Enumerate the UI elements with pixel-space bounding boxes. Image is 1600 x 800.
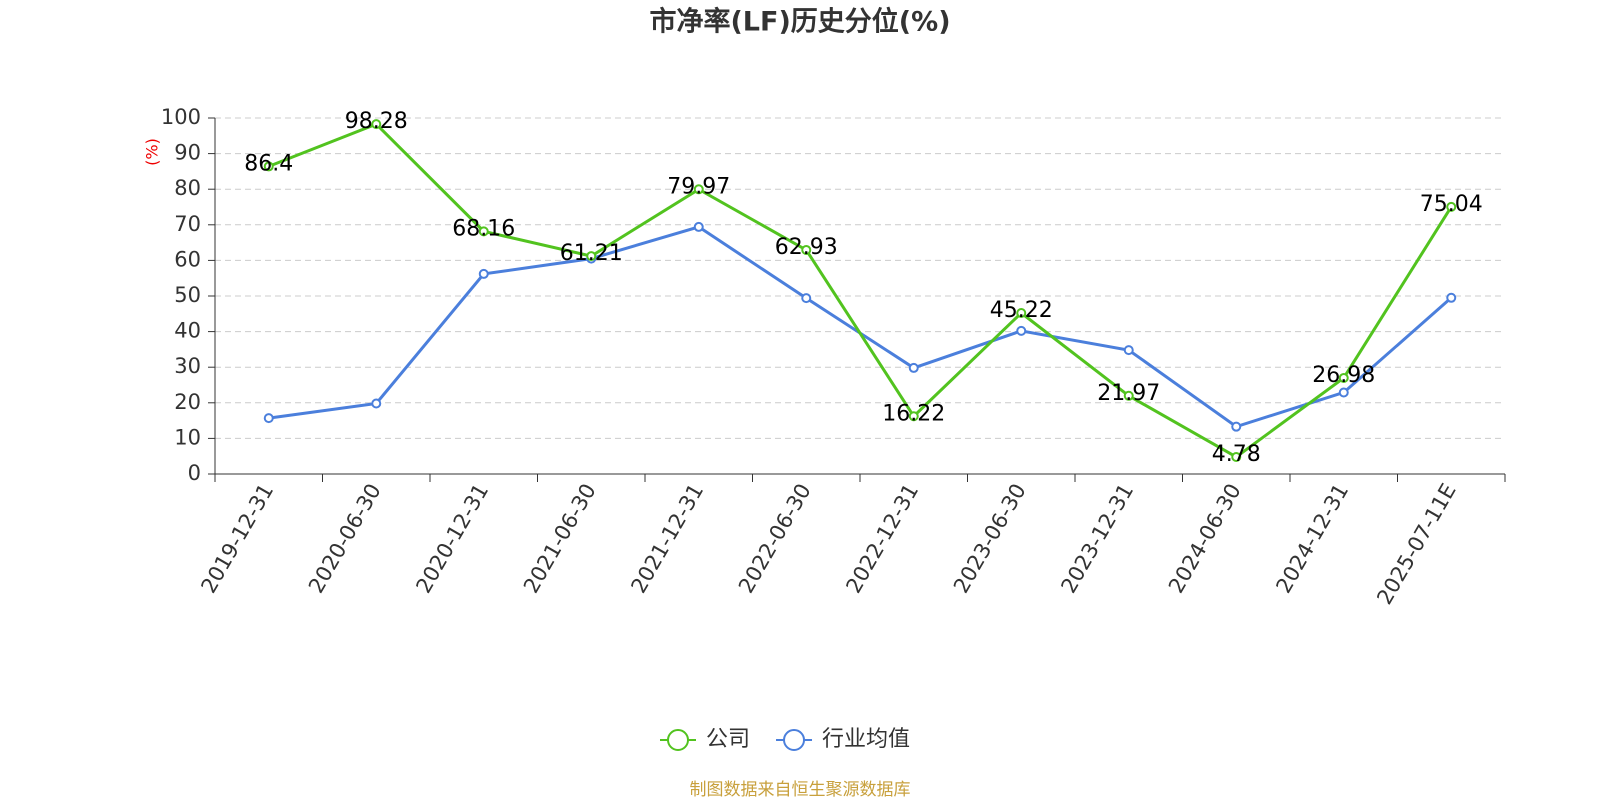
x-tick-label: 2019-12-31	[196, 480, 278, 598]
x-tick-label: 2023-06-30	[949, 480, 1031, 598]
data-point	[478, 268, 489, 279]
data-point	[1016, 325, 1027, 336]
series-line	[268, 225, 1453, 429]
x-tick-label: 2022-06-30	[734, 480, 816, 598]
legend-label[interactable]: 公司	[706, 727, 750, 752]
data-label: 45.22	[990, 298, 1053, 323]
data-label: 21.97	[1097, 381, 1160, 406]
data-label: 79.97	[667, 174, 730, 199]
data-label: 4.78	[1212, 442, 1261, 467]
y-tick-label: 30	[174, 354, 201, 378]
data-point	[801, 244, 812, 255]
legend-label[interactable]: 行业均值	[822, 727, 910, 752]
data-point	[801, 293, 812, 304]
data-label: 86.4	[244, 151, 293, 176]
data-point	[1231, 421, 1242, 432]
data-point	[478, 226, 489, 237]
x-tick-label: 2021-06-30	[519, 480, 601, 598]
data-point	[908, 362, 919, 373]
data-point	[693, 184, 704, 195]
x-tick-label: 2023-12-31	[1056, 480, 1138, 598]
legend-symbol[interactable]	[667, 729, 689, 751]
x-tick-label: 2022-12-31	[841, 480, 923, 598]
data-point	[371, 398, 382, 409]
y-tick-label: 100	[161, 105, 201, 129]
data-label: 75.04	[1420, 192, 1483, 217]
data-point	[1123, 390, 1134, 401]
chart-title: 市净率(LF)历史分位(%)	[649, 6, 950, 38]
data-point	[1446, 201, 1457, 212]
y-tick-label: 10	[174, 425, 201, 449]
x-tick-label: 2024-06-30	[1164, 480, 1246, 598]
legend-symbol[interactable]	[783, 729, 806, 751]
data-label: 16.22	[882, 401, 945, 426]
y-tick-label: 80	[174, 176, 201, 200]
y-axis-label: (%)	[143, 138, 162, 166]
data-label: 26.98	[1312, 363, 1375, 388]
y-tick-label: 50	[174, 283, 201, 307]
series-line	[268, 122, 1453, 459]
data-point	[1338, 372, 1349, 383]
y-tick-label: 70	[174, 212, 201, 236]
data-label: 62.93	[775, 235, 838, 260]
x-tick-label: 2025-07-11E	[1372, 480, 1460, 609]
data-point	[908, 411, 919, 422]
x-tick-label: 2020-06-30	[304, 480, 386, 598]
data-label: 61.21	[560, 241, 623, 266]
y-tick-label: 90	[174, 141, 201, 165]
x-tick-label: 2024-12-31	[1271, 480, 1353, 598]
x-tick-label: 2021-12-31	[626, 480, 708, 598]
data-point	[693, 221, 704, 232]
data-point	[1446, 292, 1457, 303]
y-tick-label: 0	[188, 461, 201, 485]
data-point	[371, 119, 382, 130]
data-label: 98.28	[345, 109, 408, 134]
y-tick-label: 40	[174, 319, 201, 343]
x-tick-label: 2020-12-31	[411, 480, 493, 598]
data-label: 68.16	[452, 216, 515, 241]
data-point	[1016, 308, 1027, 319]
data-point	[1123, 345, 1134, 356]
data-point	[586, 251, 597, 262]
data-point	[263, 161, 274, 172]
data-point	[263, 413, 274, 424]
data-point	[1338, 387, 1349, 398]
y-tick-label: 20	[174, 390, 201, 414]
data-point	[1231, 451, 1242, 462]
source-note: 制图数据来自恒生聚源数据库	[690, 780, 911, 800]
y-tick-label: 60	[174, 247, 201, 271]
